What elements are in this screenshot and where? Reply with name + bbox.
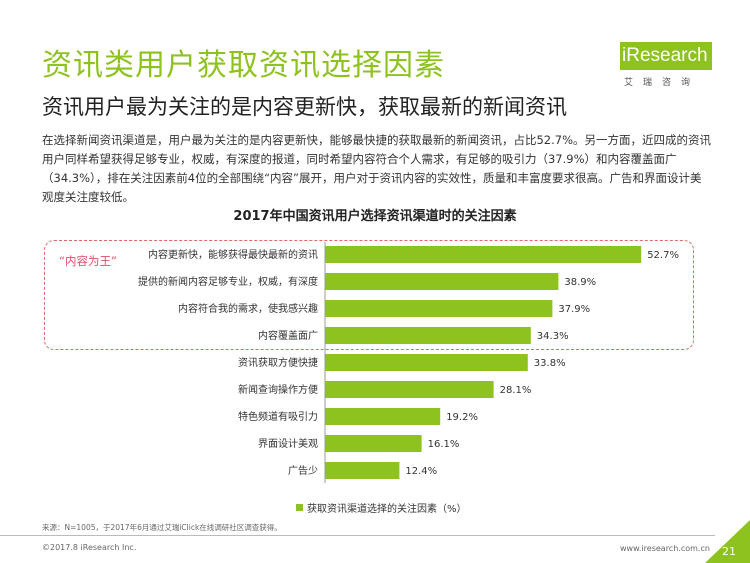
category-label-1: 提供的新闻内容足够专业，权威，有深度 [138,275,318,288]
bar-2 [325,300,553,317]
page-subtitle: 资讯用户最为关注的是内容更新快，获取最新的新闻资讯 [42,95,567,119]
page-number: 21 [722,545,736,558]
value-label-1: 38.9% [564,277,596,288]
logo-subtext: 艾瑞咨询 [624,78,701,88]
value-label-5: 28.1% [500,385,532,396]
category-label-3: 内容覆盖面广 [258,329,318,342]
value-label-3: 34.3% [537,331,569,342]
category-label-6: 特色频道有吸引力 [238,410,318,423]
chart-legend: 获取资讯渠道选择的关注因素（%） [296,500,467,515]
description-paragraph: 在选择新闻资讯渠道是，用户最为关注的是内容更新快，能够最快捷的获取最新的新闻资讯… [42,133,712,204]
value-label-2: 37.9% [558,304,590,315]
category-label-5: 新闻查询操作方便 [238,383,318,396]
value-label-0: 52.7% [647,250,679,261]
footer-divider [0,535,715,536]
iresearch-logo: iResearch 艾瑞咨询 [620,36,720,91]
bar-7 [325,435,422,452]
page-title: 资讯类用户获取资讯选择因素 [42,48,445,83]
legend-swatch [296,504,303,511]
value-label-8: 12.4% [405,466,437,477]
source-note: 来源：N=1005，于2017年6月通过艾瑞iClick在线调研社区调查获得。 [42,523,282,532]
corner-triangle [705,520,750,563]
copyright-text: ©2017.8 iResearch Inc. [42,543,137,552]
bar-1 [325,273,559,290]
bar-0 [325,246,642,263]
bar-6 [325,408,441,425]
bar-chart: 内容更新快，能够获得最快最新的资讯 52.7% 提供的新闻内容足够专业，权威，有深度… [138,242,679,483]
value-label-7: 16.1% [428,439,460,450]
category-label-2: 内容符合我的需求，使我感兴趣 [178,302,318,315]
logo-text: iResearch [622,45,708,66]
category-label-4: 资讯获取方便快捷 [238,356,318,369]
category-label-0: 内容更新快，能够获得最快最新的资讯 [148,248,318,261]
chart-title: 2017年中国资讯用户选择资讯渠道时的关注因素 [233,209,517,224]
bar-3 [325,327,531,344]
content-is-king-tag: “内容为王” [59,254,117,268]
value-label-6: 19.2% [446,412,478,423]
legend-label: 获取资讯渠道选择的关注因素（%） [307,504,467,515]
bar-5 [325,381,494,398]
logo-box [620,42,712,70]
website-link: www.iresearch.com.cn [620,544,710,553]
value-label-4: 33.8% [534,358,566,369]
category-label-8: 广告少 [288,464,318,477]
category-label-7: 界面设计美观 [258,437,318,450]
bar-4 [325,354,528,371]
content-highlight-box [44,240,694,350]
bar-8 [325,462,400,479]
